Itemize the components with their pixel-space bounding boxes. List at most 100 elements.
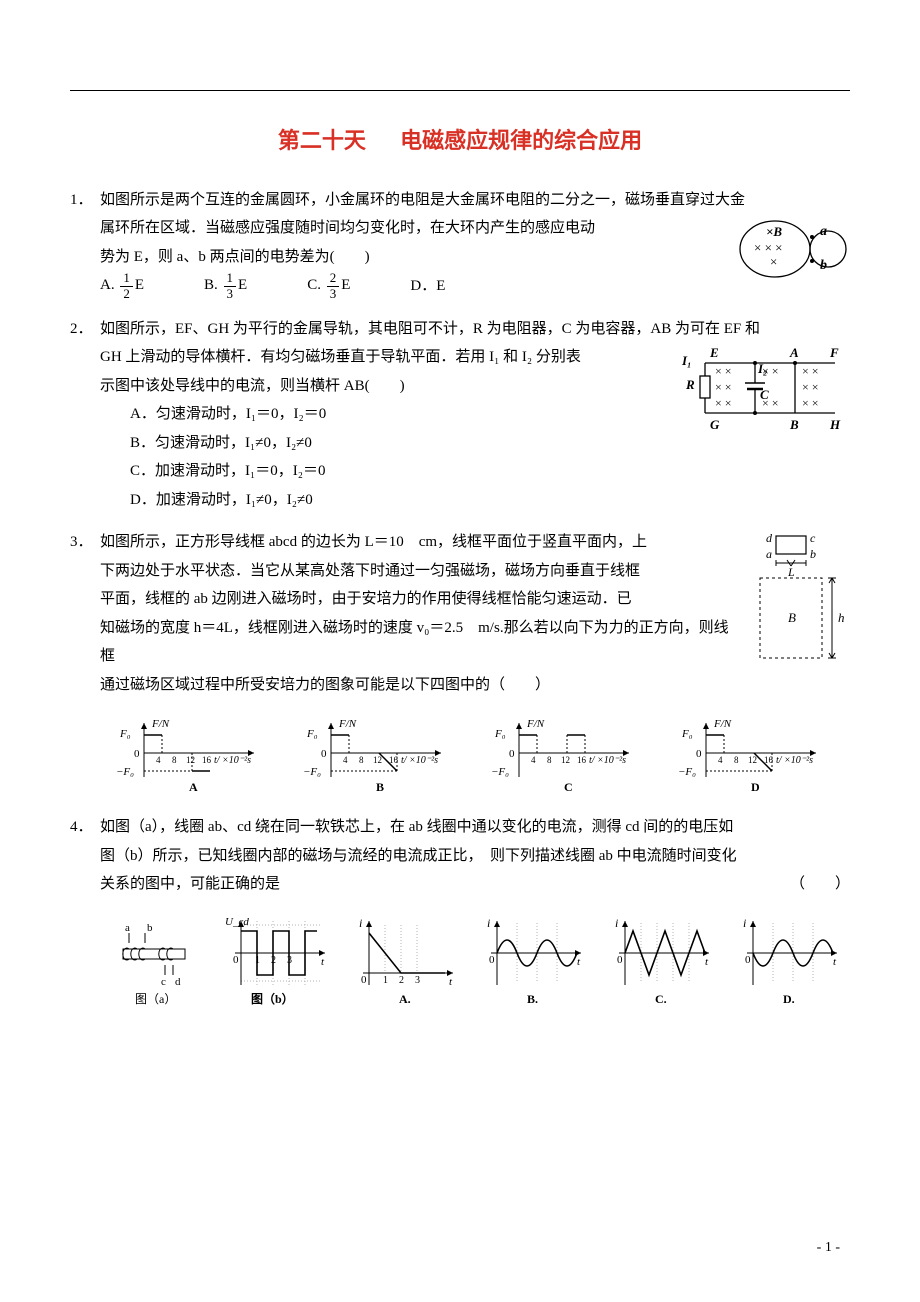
svg-text:F₀: F₀ <box>306 728 318 740</box>
svg-text:F₀: F₀ <box>494 728 506 740</box>
svg-text:d: d <box>766 531 773 545</box>
svg-text:F/N: F/N <box>338 718 357 730</box>
q1-opt-d: D．E <box>410 272 445 301</box>
svg-text:4: 4 <box>343 755 348 765</box>
svg-text:t/ ×10⁻²s: t/ ×10⁻²s <box>214 755 251 766</box>
svg-text:12: 12 <box>373 755 382 765</box>
q3-text-a: 如图所示，正方形导线框 abcd 的边长为 L＝10 cm，线框平面位于竖直平面… <box>100 534 647 550</box>
svg-text:t: t <box>321 956 325 968</box>
svg-text:I₂: I₂ <box>757 361 768 376</box>
svg-text:d: d <box>175 976 181 988</box>
q4-figures: a b c d 图（a） U_cd 0 123 t 图（b） <box>70 913 850 1009</box>
svg-text:0: 0 <box>696 748 702 760</box>
svg-text:F: F <box>829 345 839 360</box>
svg-text:× ×: × × <box>715 364 732 378</box>
svg-text:× ×: × × <box>802 380 819 394</box>
svg-text:16: 16 <box>577 755 587 765</box>
svg-text:F₀: F₀ <box>119 728 131 740</box>
svg-text:B.: B. <box>527 992 538 1006</box>
q3-text-c: 平面，线框的 ab 边刚进入磁场时，由于安培力的作用使得线框恰能匀速运动．已 <box>100 585 850 614</box>
q1-figure: ×B × × × × a b <box>730 214 850 295</box>
svg-text:× ×: × × <box>715 380 732 394</box>
svg-text:t: t <box>833 956 837 968</box>
svg-text:t: t <box>705 956 709 968</box>
svg-text:c: c <box>161 976 166 988</box>
svg-text:0: 0 <box>745 954 751 966</box>
svg-text:a: a <box>766 547 772 561</box>
svg-text:C.: C. <box>655 992 667 1006</box>
svg-text:3: 3 <box>415 975 420 986</box>
svg-text:8: 8 <box>734 755 739 765</box>
svg-text:2: 2 <box>399 975 404 986</box>
q1-opt-c: C. 23E <box>307 271 350 301</box>
svg-text:c: c <box>810 531 816 545</box>
svg-text:F/N: F/N <box>713 718 732 730</box>
svg-text:−F₀: −F₀ <box>116 766 134 778</box>
svg-text:F/N: F/N <box>151 718 170 730</box>
svg-text:b: b <box>820 258 827 273</box>
svg-text:0: 0 <box>509 748 515 760</box>
svg-text:A: A <box>189 780 198 793</box>
svg-text:A.: A. <box>399 992 411 1006</box>
svg-text:12: 12 <box>186 755 195 765</box>
svg-text:t/ ×10⁻²s: t/ ×10⁻²s <box>401 755 438 766</box>
svg-text:t: t <box>577 956 581 968</box>
q3-figure-side: d c a b L B h <box>750 528 850 679</box>
q2-text-a: 如图所示，EF、GH 为平行的金属导轨，其电阻可不计，R 为电阻器，C 为电容器… <box>100 321 760 337</box>
svg-text:0: 0 <box>233 954 239 966</box>
q1-opt-a: A. 12E <box>100 271 144 301</box>
svg-text:图（a）: 图（a） <box>135 992 176 1006</box>
svg-text:−F₀: −F₀ <box>491 766 509 778</box>
svg-text:0: 0 <box>134 748 140 760</box>
svg-text:i: i <box>359 916 362 930</box>
q3-number: 3． <box>70 528 93 557</box>
q4-text-b: 图（b）所示，已知线圈内部的磁场与流经的电流成正比， 则下列描述线圈 ab 中电… <box>100 842 850 871</box>
q3-chart-d: F/N F₀ 0 −F₀ 481216 t/ ×10⁻²s D <box>676 713 836 793</box>
svg-text:I₁: I₁ <box>681 353 692 368</box>
svg-text:t: t <box>449 976 453 988</box>
svg-text:E: E <box>709 345 719 360</box>
svg-text:A: A <box>789 345 799 360</box>
svg-text:−F₀: −F₀ <box>678 766 696 778</box>
svg-text:8: 8 <box>359 755 364 765</box>
svg-text:12: 12 <box>561 755 570 765</box>
q4-chart-d: i 0 t D. <box>733 913 845 1009</box>
q2-number: 2． <box>70 315 93 344</box>
question-3: 3． d c a b L B <box>70 528 850 793</box>
q4-number: 4． <box>70 813 93 842</box>
q4-text-c-tail: （ ） <box>790 870 850 899</box>
svg-text:12: 12 <box>748 755 757 765</box>
q4-fig-b: U_cd 0 123 t 图（b） <box>221 913 333 1009</box>
q2-figure: × ×× ×× × × ×× × × ×× ×× × EAF GBH R C I… <box>680 343 850 446</box>
svg-text:图（b）: 图（b） <box>251 991 294 1006</box>
q1-text-a: 如图所示是两个互连的金属圆环，小金属环的电阻是大金属环电阻的二分之一，磁场垂直穿… <box>100 192 745 208</box>
svg-text:R: R <box>685 377 695 392</box>
svg-text:0: 0 <box>489 954 495 966</box>
svg-text:1: 1 <box>383 975 388 986</box>
svg-text:0: 0 <box>361 974 367 986</box>
svg-text:8: 8 <box>172 755 177 765</box>
svg-text:i: i <box>743 916 746 930</box>
svg-text:a: a <box>820 224 827 239</box>
svg-text:t/ ×10⁻²s: t/ ×10⁻²s <box>589 755 626 766</box>
svg-text:C: C <box>760 387 769 402</box>
svg-text:G: G <box>710 417 720 432</box>
title-prefix: 第二十天 <box>278 128 366 153</box>
q2-opt-d: D．加速滑动时，I₁≠0，I₂≠0 <box>130 486 850 515</box>
svg-text:4: 4 <box>531 755 536 765</box>
svg-text:b: b <box>810 547 816 561</box>
page-title: 第二十天 电磁感应规律的综合应用 <box>70 120 850 162</box>
q4-chart-a: i 0 123 t A. <box>349 913 461 1009</box>
q3-text-d: 知磁场的宽度 h＝4L，线框刚进入磁场时的速度 v₀＝2.5 m/s.那么若以向… <box>100 614 850 671</box>
svg-text:i: i <box>487 916 490 930</box>
q4-fig-a: a b c d 图（a） <box>105 913 205 1009</box>
svg-text:16: 16 <box>202 755 212 765</box>
svg-text:× ×: × × <box>802 364 819 378</box>
svg-text:B: B <box>376 780 384 793</box>
title-main: 电磁感应规律的综合应用 <box>400 128 642 153</box>
svg-text:× ×: × × <box>802 396 819 410</box>
svg-text:0: 0 <box>617 954 623 966</box>
question-2: 2． 如图所示，EF、GH 为平行的金属导轨，其电阻可不计，R 为电阻器，C 为… <box>70 315 850 515</box>
svg-text:−F₀: −F₀ <box>303 766 321 778</box>
svg-text:4: 4 <box>718 755 723 765</box>
